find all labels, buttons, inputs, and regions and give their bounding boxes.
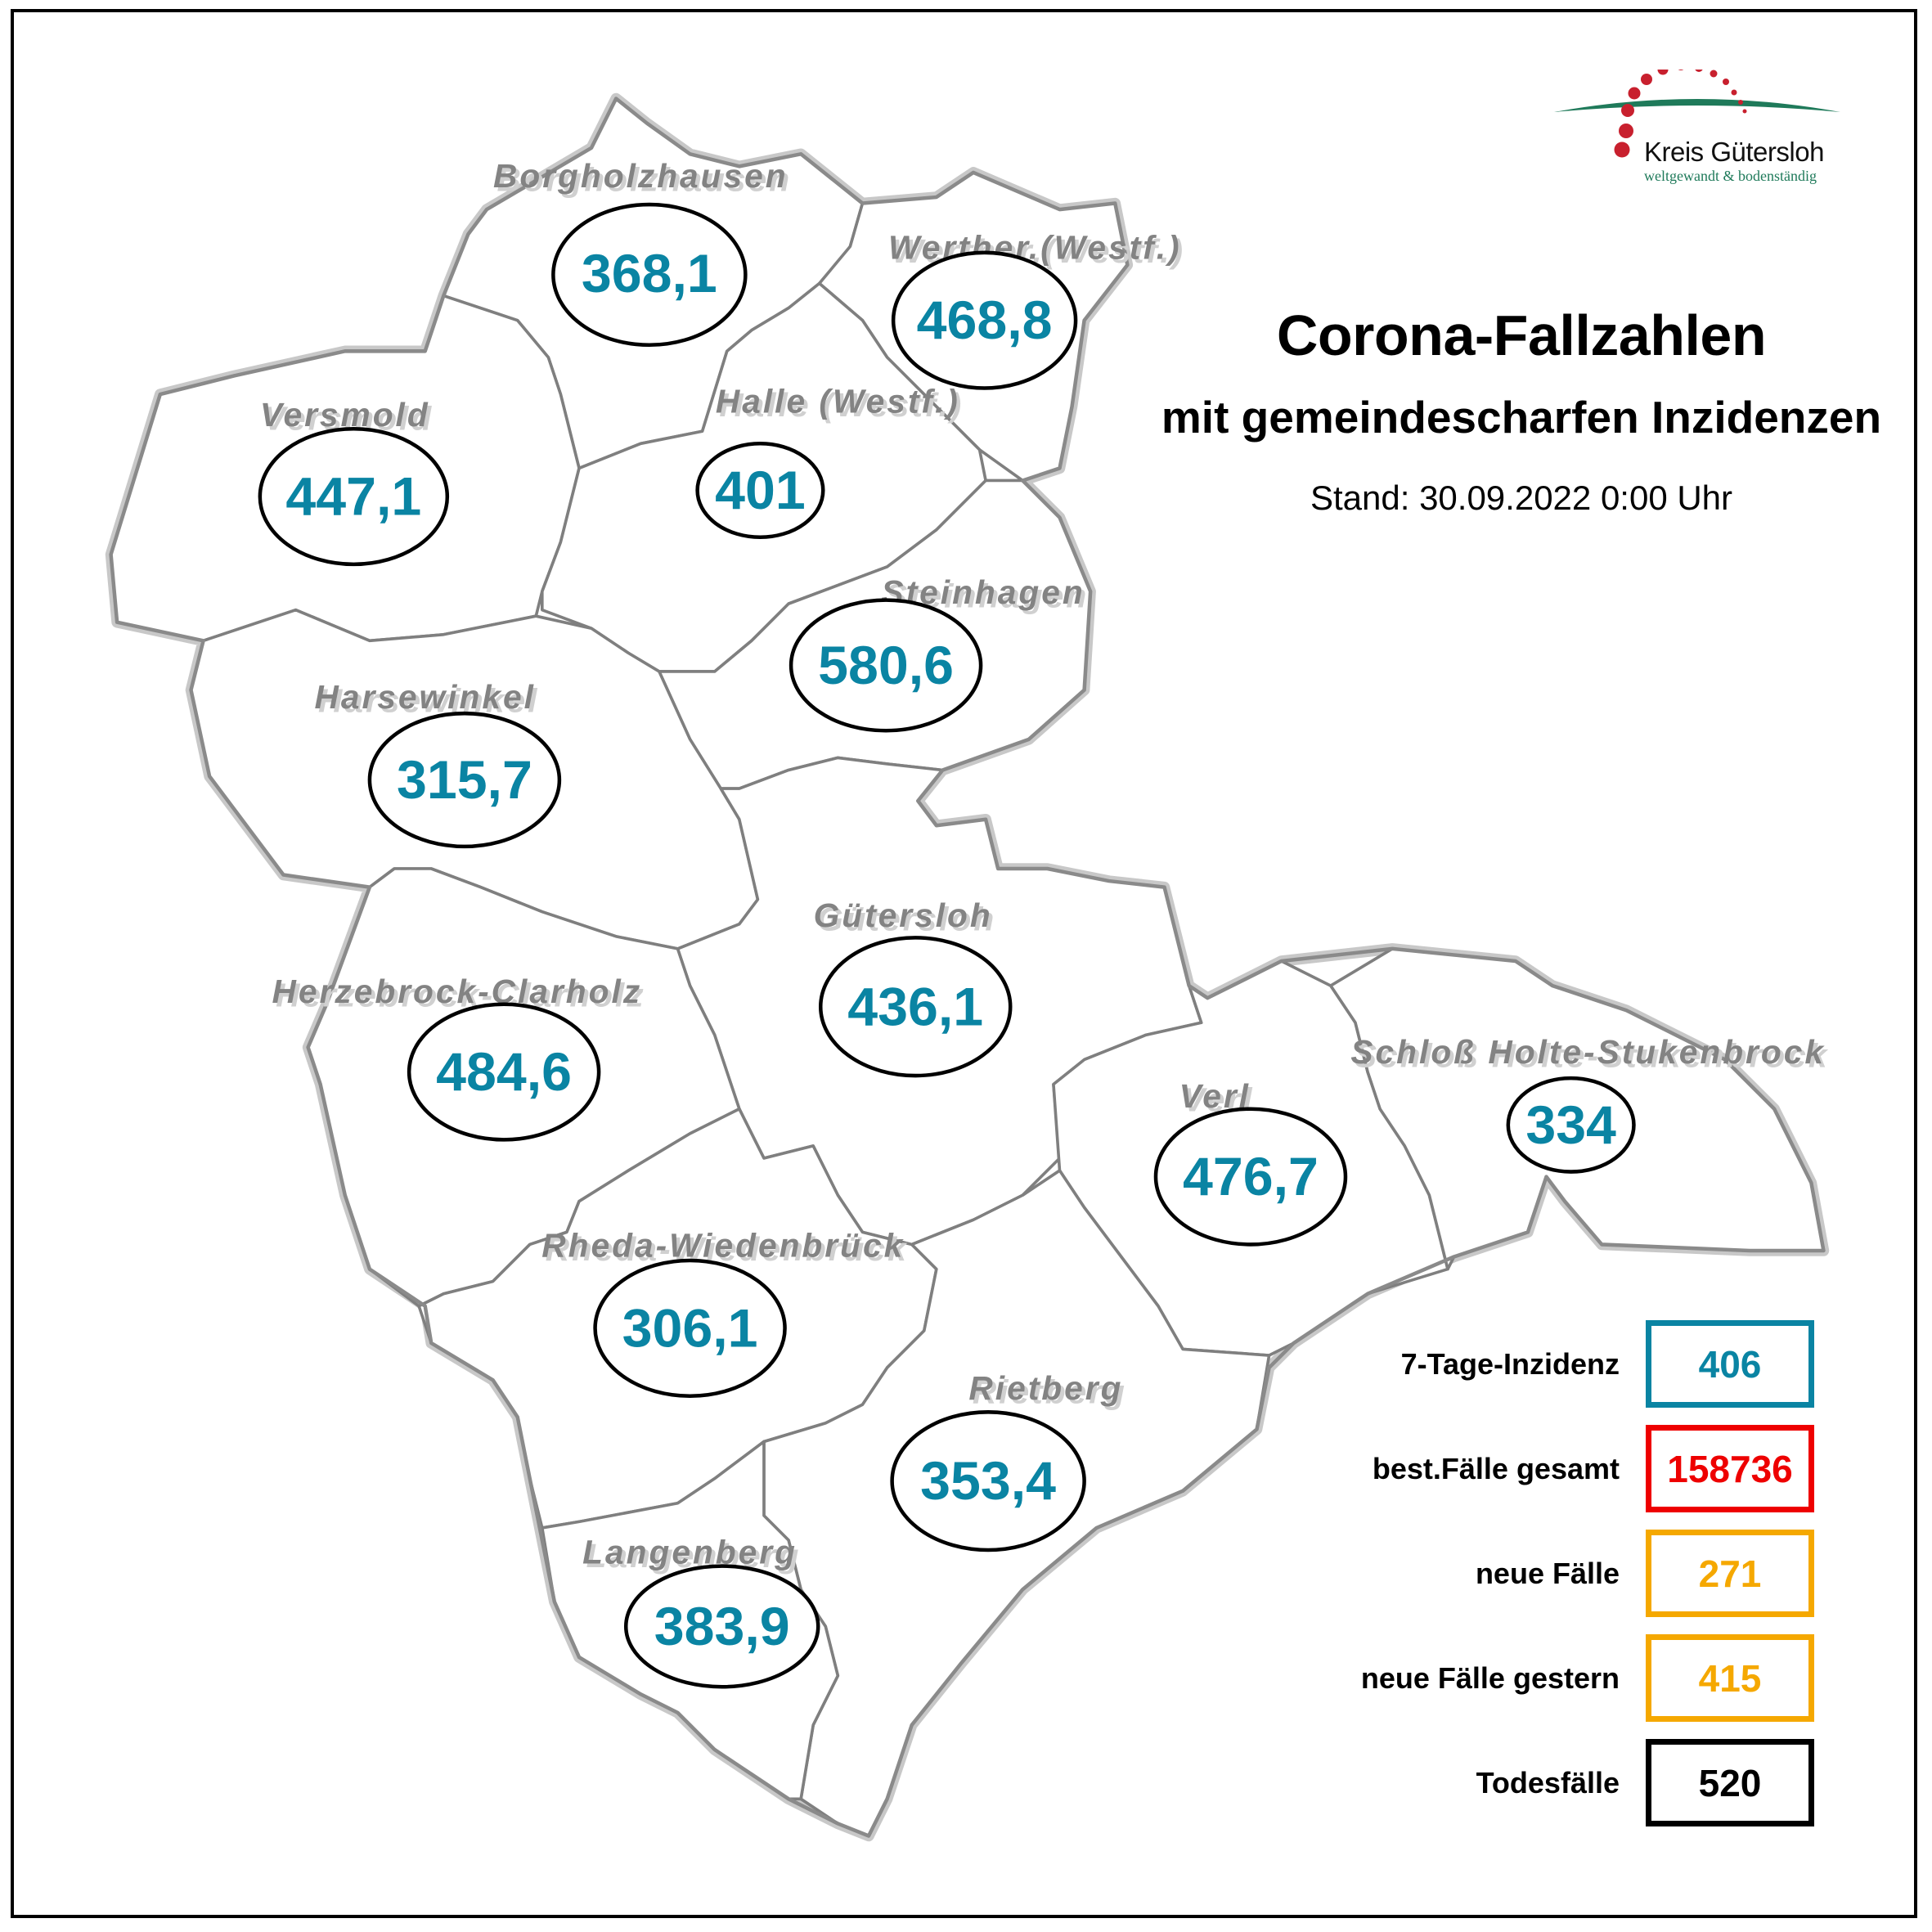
municipality-label: Langenberg (582, 1534, 798, 1571)
muni-guetersloh: Gütersloh Gütersloh 436,1 (814, 896, 1013, 1078)
muni-schloss-holte-stukenbrock: Schloß Holte-Stukenbrock Schloß Holte-St… (1350, 1033, 1830, 1174)
legend-row-neue-faelle-gestern: neue Fälle gestern 415 (1292, 1634, 1832, 1722)
municipality-label: Gütersloh (814, 896, 993, 934)
incidence-value: 334 (1525, 1095, 1616, 1156)
incidence-value: 580,6 (818, 636, 954, 696)
value-ellipse (593, 1258, 787, 1398)
value-ellipse (551, 202, 748, 348)
municipality-label: Harsewinkel (314, 678, 535, 716)
incidence-value: 353,4 (920, 1451, 1056, 1512)
svg-text:Rietberg: Rietberg (973, 1373, 1127, 1411)
muni-verl: Verl Verl 476,7 (1153, 1077, 1348, 1247)
municipality-label: Herzebrock-Clarholz (272, 973, 643, 1010)
page-subtitle: mit gemeindescharfen Inzidenzen (1161, 392, 1882, 443)
incidence-value: 484,6 (436, 1042, 572, 1103)
incidence-value: 315,7 (397, 750, 532, 811)
legend-row-todesfaelle: Todesfälle 520 (1292, 1739, 1832, 1826)
legend-row-7-tage-inzidenz: 7-Tage-Inzidenz 406 (1292, 1320, 1832, 1408)
district-outline (109, 97, 1826, 1838)
logo-name: Kreis Gütersloh (1644, 137, 1824, 167)
svg-text:Herzebrock-Clarholz: Herzebrock-Clarholz (276, 977, 646, 1014)
incidence-value: 306,1 (622, 1298, 758, 1359)
svg-text:Gütersloh: Gütersloh (817, 900, 996, 937)
svg-text:Harsewinkel: Harsewinkel (318, 682, 539, 720)
value-ellipse (891, 250, 1078, 390)
muni-rietberg: Rietberg Rietberg 353,4 (890, 1369, 1127, 1552)
legend-label: 7-Tage-Inzidenz (1400, 1347, 1620, 1381)
value-ellipse (695, 442, 825, 540)
muni-rheda-wiedenbrueck: Rheda-Wiedenbrück Rheda-Wiedenbrück 306,… (541, 1227, 909, 1398)
logo-tagline: weltgewandt & bodenständig (1644, 168, 1817, 184)
muni-borgholzhausen: Borgholzhausen Borgholzhausen 368,1 (493, 157, 792, 348)
legend-value-box: 520 (1646, 1739, 1814, 1826)
municipality-label: Schloß Holte-Stukenbrock (1350, 1033, 1826, 1071)
kreis-guetersloh-logo: Kreis Gütersloh weltgewandt & bodenständ… (1550, 61, 1844, 192)
svg-text:Halle (Westf.): Halle (Westf.) (719, 386, 964, 424)
value-ellipse (407, 1002, 601, 1142)
value-ellipse (1153, 1107, 1348, 1247)
legend-value-box: 271 (1646, 1530, 1814, 1617)
legend-label: neue Fälle (1475, 1557, 1620, 1590)
incidence-value: 476,7 (1183, 1147, 1319, 1207)
incidence-value: 468,8 (917, 290, 1053, 351)
muni-werther: Werther.(Westf.) Werther.(Westf.) 468,8 (888, 228, 1183, 390)
legend-value-box: 415 (1646, 1634, 1814, 1722)
legend-row-best-faelle-gesamt: best.Fälle gesamt 158736 (1292, 1425, 1832, 1512)
muni-langenberg: Langenberg Langenberg 383,9 (582, 1534, 820, 1689)
svg-text:Schloß Holte-Stukenbrock: Schloß Holte-Stukenbrock (1355, 1037, 1830, 1075)
legend-label: best.Fälle gesamt (1372, 1452, 1620, 1485)
legend-value-box: 158736 (1646, 1425, 1814, 1512)
value-ellipse (258, 426, 450, 567)
muni-harsewinkel: Harsewinkel Harsewinkel 315,7 (314, 678, 562, 849)
legend-value-box: 406 (1646, 1320, 1814, 1408)
municipality-label: Halle (Westf.) (716, 383, 960, 420)
svg-text:Borgholzhausen: Borgholzhausen (496, 160, 792, 198)
value-ellipse (1506, 1076, 1636, 1174)
muni-herzebrock-clarholz: Herzebrock-Clarholz Herzebrock-Clarholz … (272, 973, 646, 1142)
image-frame (11, 9, 1917, 1918)
incidence-value: 368,1 (582, 244, 717, 304)
value-ellipse (818, 936, 1013, 1078)
page-title: Corona-Fallzahlen (1276, 303, 1767, 367)
data-timestamp: Stand: 30.09.2022 0:00 Uhr (1310, 479, 1733, 517)
muni-steinhagen: Steinhagen Steinhagen 580,6 (789, 573, 1086, 733)
municipality-label: Rietberg (968, 1369, 1123, 1407)
muni-halle: Halle (Westf.) Halle (Westf.) 401 (695, 383, 964, 540)
muni-versmold: Versmold Versmold 447,1 (258, 396, 450, 567)
incidence-value: 436,1 (847, 977, 983, 1037)
incidence-value: 383,9 (654, 1597, 790, 1657)
value-ellipse (623, 1564, 820, 1689)
incidence-value: 401 (715, 461, 806, 521)
municipality-label: Werther.(Westf.) (888, 228, 1181, 266)
value-ellipse (367, 711, 562, 849)
svg-text:Rheda-Wiedenbrück: Rheda-Wiedenbrück (546, 1230, 909, 1268)
value-ellipse (890, 1410, 1086, 1552)
municipality-label: Rheda-Wiedenbrück (541, 1227, 905, 1265)
value-ellipse (789, 598, 983, 733)
legend-label: Todesfälle (1476, 1766, 1620, 1799)
legend-row-neue-faelle: neue Fälle 271 (1292, 1530, 1832, 1617)
municipality-label: Borgholzhausen (493, 157, 789, 195)
incidence-value: 447,1 (285, 467, 421, 528)
legend-label: neue Fälle gestern (1360, 1661, 1620, 1695)
